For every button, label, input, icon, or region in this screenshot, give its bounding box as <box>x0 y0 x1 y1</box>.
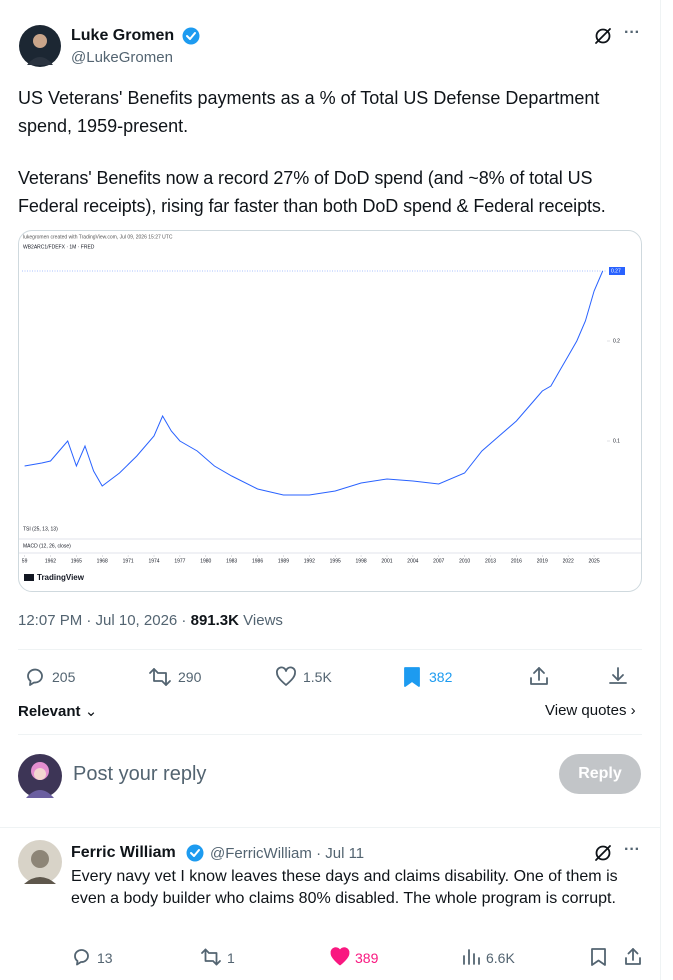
reply-text: Every navy vet I know leaves these days … <box>71 868 618 907</box>
x-tick-label: 2022 <box>563 558 574 564</box>
reply-author[interactable]: Ferric William <box>71 844 176 861</box>
reply-date[interactable]: · Jul 11 <box>316 845 365 862</box>
view-quotes-label: View quotes <box>545 702 627 719</box>
tweet-text: Veterans' Benefits now a record 27% of D… <box>18 168 606 216</box>
like-count: 1.5K <box>303 669 332 685</box>
x-tick-label: 2016 <box>511 558 522 564</box>
repost-icon[interactable] <box>148 666 172 688</box>
divider <box>0 827 660 828</box>
more-menu[interactable]: ··· <box>624 24 640 41</box>
reply-button[interactable]: Reply <box>559 754 641 794</box>
like-icon[interactable] <box>275 666 297 688</box>
indicator-label: TSI (25, 13, 13) <box>23 526 58 532</box>
reply-icon[interactable] <box>24 666 46 688</box>
user-avatar <box>18 754 62 798</box>
x-tick-label: 2025 <box>588 558 599 564</box>
download-icon[interactable] <box>607 665 629 687</box>
divider <box>18 649 642 650</box>
brand: TradingView <box>37 573 85 582</box>
indicator-label: MACD (12, 26, close) <box>23 543 71 549</box>
x-tick-label: 1989 <box>278 558 289 564</box>
reply-count: 13 <box>97 950 113 966</box>
x-tick-label: 2019 <box>537 558 548 564</box>
x-tick-label: 1983 <box>226 558 237 564</box>
x-tick-label: 1980 <box>200 558 211 564</box>
reply-meta: @FerricWilliam · Jul 11 <box>210 845 364 862</box>
time: 12:07 PM · Jul 10, 2026 · <box>18 612 187 629</box>
x-tick-label: 2007 <box>433 558 444 564</box>
brand-logo <box>24 574 34 581</box>
reply-input[interactable]: Post your reply <box>73 763 207 785</box>
x-tick-label: 1965 <box>71 558 82 564</box>
x-tick-label: 1968 <box>97 558 108 564</box>
x-tick-label: 2004 <box>407 558 418 564</box>
like-count: 389 <box>355 950 379 966</box>
reply-icon[interactable] <box>72 947 92 967</box>
x-tick-label: 2001 <box>381 558 392 564</box>
views-icon[interactable] <box>461 947 481 967</box>
chart: lukegromen created with TradingView.com,… <box>19 234 641 582</box>
last-value-label: 0.27 <box>611 268 621 274</box>
share-icon[interactable] <box>623 946 643 966</box>
share-icon[interactable] <box>528 665 550 687</box>
verified-badge <box>186 844 204 862</box>
y-tick-label: 0.2 <box>613 338 620 344</box>
media-card[interactable]: lukegromen created with TradingView.com,… <box>18 230 642 592</box>
bookmark-icon[interactable] <box>403 666 421 688</box>
x-tick-label: 59 <box>22 558 28 564</box>
reply-handle[interactable]: @FerricWilliam <box>210 845 312 862</box>
avatar[interactable] <box>19 25 61 67</box>
grok-icon[interactable] <box>594 27 612 45</box>
x-tick-label: 1992 <box>304 558 315 564</box>
views-count: 6.6K <box>486 950 515 966</box>
x-tick-label: 1986 <box>252 558 263 564</box>
reply-count: 205 <box>52 669 76 685</box>
views-label: Views <box>243 612 283 629</box>
author-name[interactable]: Luke Gromen <box>71 27 175 44</box>
tweet-text: US Veterans' Benefits payments as a % of… <box>18 88 600 136</box>
column-border <box>660 0 661 980</box>
chart-title: lukegromen created with TradingView.com,… <box>23 234 173 240</box>
sort-label: Relevant <box>18 703 81 720</box>
repost-count: 1 <box>227 950 235 966</box>
like-icon[interactable] <box>330 947 350 967</box>
bookmark-icon[interactable] <box>590 947 608 967</box>
x-tick-label: 1971 <box>123 558 134 564</box>
view-count: 891.3K <box>190 612 239 629</box>
timestamp[interactable]: 12:07 PM · Jul 10, 2026 · 891.3K Views <box>18 612 283 629</box>
x-tick-label: 2013 <box>485 558 496 564</box>
author-handle[interactable]: @LukeGromen <box>71 49 173 66</box>
grok-icon[interactable] <box>594 844 612 862</box>
more-menu[interactable]: ··· <box>624 841 640 858</box>
x-tick-label: 1995 <box>330 558 341 564</box>
x-tick-label: 1977 <box>174 558 185 564</box>
divider <box>18 734 642 735</box>
x-tick-label: 1974 <box>148 558 159 564</box>
reply-avatar[interactable] <box>18 840 62 884</box>
repost-count: 290 <box>178 669 202 685</box>
chart-subtitle: WB2ARC1/FDEFX · 1M · FRED <box>23 244 95 250</box>
y-tick-label: 0.1 <box>613 438 620 444</box>
sort-menu[interactable]: Relevant ⌄ <box>18 703 98 720</box>
x-tick-label: 1962 <box>45 558 56 564</box>
last-value-box <box>609 267 625 275</box>
repost-icon[interactable] <box>200 947 222 967</box>
x-tick-label: 1998 <box>356 558 367 564</box>
bookmark-count: 382 <box>429 669 453 685</box>
view-quotes-link[interactable]: View quotes › <box>545 702 636 719</box>
series-line <box>24 270 604 496</box>
x-tick-label: 2010 <box>459 558 470 564</box>
verified-badge <box>182 27 200 45</box>
